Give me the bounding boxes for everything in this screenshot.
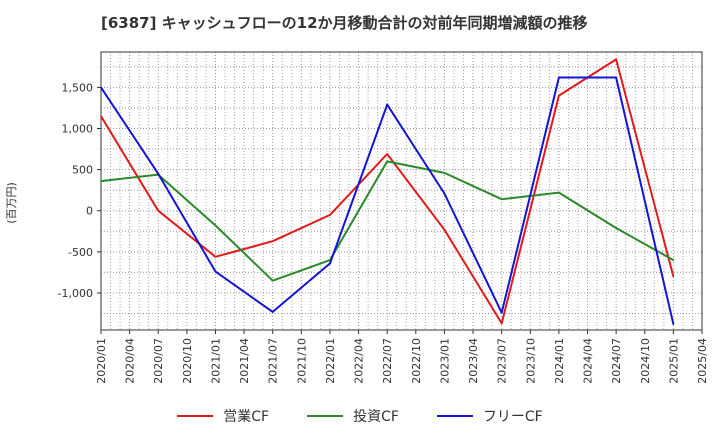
legend-label-3: フリーCF [482,409,543,425]
y-axis-label: (百万円) [5,182,18,224]
x-tick-label: 2024/04 [582,338,595,384]
plot-border [100,51,703,331]
y-tick-label: 1,500 [62,81,94,94]
x-tick-label: 2021/10 [295,338,308,384]
x-tick-label: 2020/07 [152,338,165,384]
data-point-3 [500,311,503,314]
x-tick-label: 2021/07 [267,338,280,384]
x-tick-label: 2024/01 [553,338,566,384]
legend-item-1: 営業CF [177,406,269,426]
data-point-2 [100,180,102,182]
data-point-3 [386,103,388,106]
y-tick-label: 0 [86,205,93,218]
x-tick-label: 2020/01 [95,338,108,384]
plot-area [101,52,702,330]
y-tick-label: -1,000 [58,287,93,300]
legend-label-2: 投資CF [353,409,399,425]
data-point-2 [500,198,503,201]
data-point-1 [157,209,160,212]
x-tick-label: 2023/01 [438,338,451,384]
data-point-2 [271,279,274,282]
legend-swatch-1 [177,415,214,417]
x-tick-label: 2023/10 [524,338,537,384]
x-tick-label: 2021/04 [238,338,251,384]
data-point-3 [214,270,217,273]
data-point-3 [329,262,331,265]
x-tick-label: 2022/10 [410,338,423,384]
data-point-3 [615,76,617,79]
data-point-1 [214,255,217,258]
data-point-2 [558,191,560,194]
x-tick-label: 2022/07 [381,338,394,384]
legend-swatch-2 [307,415,344,417]
x-tick-label: 2023/07 [496,338,509,384]
y-tick-label: 500 [72,164,93,177]
legend: 営業CF 投資CF フリーCF [0,404,720,428]
legend-label-1: 営業CF [223,409,270,425]
data-point-1 [558,94,560,97]
x-tick-label: 2023/04 [467,338,480,384]
x-tick-label: 2020/10 [181,338,194,384]
legend-item-3: フリーCF [436,406,543,426]
data-point-3 [271,311,274,313]
data-point-3 [443,192,446,195]
data-point-1 [100,115,102,117]
data-point-3 [157,172,160,175]
data-point-3 [100,86,102,89]
data-point-2 [672,259,675,261]
x-tick-label: 2025/01 [667,338,680,384]
data-point-1 [500,322,503,325]
x-tick-label: 2024/10 [639,338,652,384]
data-point-3 [558,76,560,79]
legend-item-2: 投資CF [307,406,399,426]
data-point-2 [443,172,446,174]
data-point-1 [271,240,274,242]
data-point-1 [615,58,617,61]
data-point-1 [329,214,331,216]
x-tick-label: 2022/04 [353,338,366,384]
x-tick-label: 2022/01 [324,338,337,384]
x-tick-label: 2021/01 [209,338,222,384]
data-point-2 [386,160,388,163]
data-point-2 [214,224,217,227]
x-tick-label: 2020/04 [124,338,137,384]
y-tick-label: -500 [68,246,93,259]
y-tick-label: 1,000 [62,122,94,135]
data-point-1 [672,275,675,278]
data-point-1 [443,228,446,231]
data-point-1 [386,153,388,155]
x-tick-label: 2025/04 [696,338,709,384]
x-tick-label: 2024/07 [610,338,623,384]
chart-title: [6387] キャッシュフローの12か月移動合計の対前年同期増減額の推移 [101,14,588,32]
data-point-2 [615,227,617,229]
legend-swatch-3 [436,415,473,417]
data-point-3 [672,323,675,326]
